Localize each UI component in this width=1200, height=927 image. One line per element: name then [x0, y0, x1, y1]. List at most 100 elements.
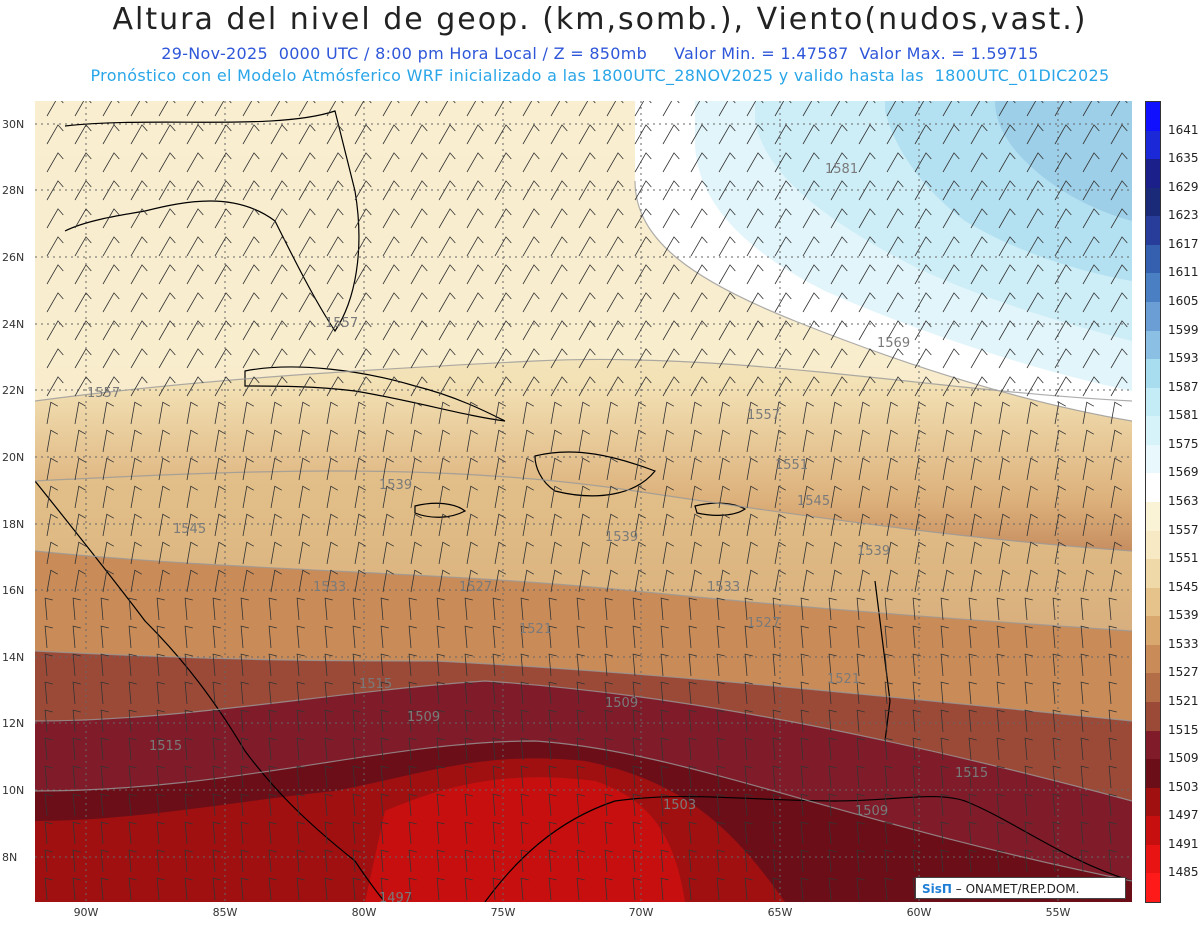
wind-barb	[578, 457, 590, 481]
wind-barb	[270, 180, 288, 201]
wind-barb	[1110, 513, 1122, 537]
wind-barb	[270, 457, 282, 481]
wind-barb	[494, 236, 512, 257]
wind-barb	[1108, 821, 1117, 845]
wind-barb	[606, 180, 624, 201]
wind-barb	[884, 681, 893, 705]
wind-barb	[830, 180, 848, 201]
lon-label-60w: 60W	[906, 906, 932, 919]
wind-barb	[520, 597, 529, 621]
wind-barb	[746, 236, 764, 257]
wind-barb	[130, 569, 142, 593]
wind-barb	[912, 793, 921, 817]
wind-barb	[298, 180, 316, 201]
wind-barb	[1026, 429, 1038, 453]
colorbar-level-label: 1593	[1168, 351, 1199, 366]
wind-barb	[576, 793, 585, 817]
wind-barb	[158, 124, 176, 145]
wind-barb	[774, 401, 786, 425]
colorbar-level-label: 1515	[1168, 722, 1199, 737]
credit-text: – ONAMET/REP.DOM.	[951, 882, 1080, 896]
colorbar-segment	[1146, 587, 1160, 617]
wind-barb	[380, 877, 389, 901]
wind-barb	[774, 348, 792, 369]
wind-barb	[410, 236, 428, 257]
wind-barb	[240, 793, 249, 817]
wind-barb	[1082, 541, 1094, 565]
wind-barb	[1080, 653, 1089, 677]
wind-barb	[718, 292, 736, 313]
wind-barb	[354, 124, 372, 145]
wind-barb	[942, 180, 960, 201]
wind-barb	[662, 485, 674, 509]
wind-barb	[914, 376, 932, 397]
wind-barb	[130, 429, 142, 453]
wind-barb	[886, 180, 904, 201]
wind-barb	[830, 348, 848, 369]
wind-barb	[940, 821, 949, 845]
wind-barb	[438, 180, 456, 201]
wind-barb	[494, 569, 506, 593]
wind-barb	[550, 376, 568, 397]
wind-barb	[606, 485, 618, 509]
wind-barb	[576, 625, 585, 649]
wind-barb	[632, 849, 641, 873]
wind-barb	[716, 625, 725, 649]
wind-barb	[744, 877, 753, 901]
wind-barb	[44, 821, 53, 845]
wind-barb	[522, 236, 540, 257]
wind-barb	[270, 236, 288, 257]
wind-barb	[774, 485, 786, 509]
wind-barb	[774, 264, 792, 285]
wind-barb	[268, 821, 277, 845]
contour-label: 1509	[855, 804, 888, 819]
wind-barb	[74, 208, 92, 229]
wind-barb	[522, 208, 540, 229]
colorbar-level-label: 1617	[1168, 236, 1199, 251]
wind-barb	[354, 457, 366, 481]
wind-barb	[46, 180, 64, 201]
wind-barb	[100, 765, 109, 789]
wind-barb	[380, 765, 389, 789]
wind-barb	[382, 485, 394, 509]
wind-barb	[354, 180, 372, 201]
wind-barb	[912, 737, 921, 761]
wind-barb	[326, 208, 344, 229]
wind-barb	[1080, 849, 1089, 873]
wind-barb	[772, 737, 781, 761]
wind-barb	[1024, 709, 1033, 733]
wind-barb	[968, 653, 977, 677]
wind-barb	[1082, 208, 1100, 229]
wind-barb	[186, 457, 198, 481]
wind-barb	[1080, 821, 1089, 845]
colorbar-segment	[1146, 759, 1160, 789]
wind-barb	[942, 457, 954, 481]
wind-barb	[130, 264, 148, 285]
wind-barb	[912, 681, 921, 705]
colorbar-segment	[1146, 673, 1160, 703]
wind-barb	[214, 376, 232, 397]
wind-barb	[212, 597, 221, 621]
wind-barb	[494, 320, 512, 341]
wind-barb	[550, 208, 568, 229]
wind-barb	[270, 208, 288, 229]
wind-barb	[688, 597, 697, 621]
wind-barb	[326, 485, 338, 509]
wind-barb	[858, 457, 870, 481]
wind-barb	[662, 292, 680, 313]
wind-barb	[464, 597, 473, 621]
wind-barb	[102, 485, 114, 509]
wind-barb	[1026, 541, 1038, 565]
wind-barb	[130, 485, 142, 509]
wind-barb	[634, 152, 652, 173]
wind-barb	[716, 737, 725, 761]
wind-barb	[968, 737, 977, 761]
wind-barb	[72, 877, 81, 901]
colorbar-level-label: 1635	[1168, 151, 1199, 166]
wind-barb	[1026, 401, 1038, 425]
wind-barb	[884, 821, 893, 845]
wind-barb	[690, 429, 702, 453]
wind-barb	[632, 793, 641, 817]
wind-barb	[130, 376, 148, 397]
wind-barb	[716, 653, 725, 677]
